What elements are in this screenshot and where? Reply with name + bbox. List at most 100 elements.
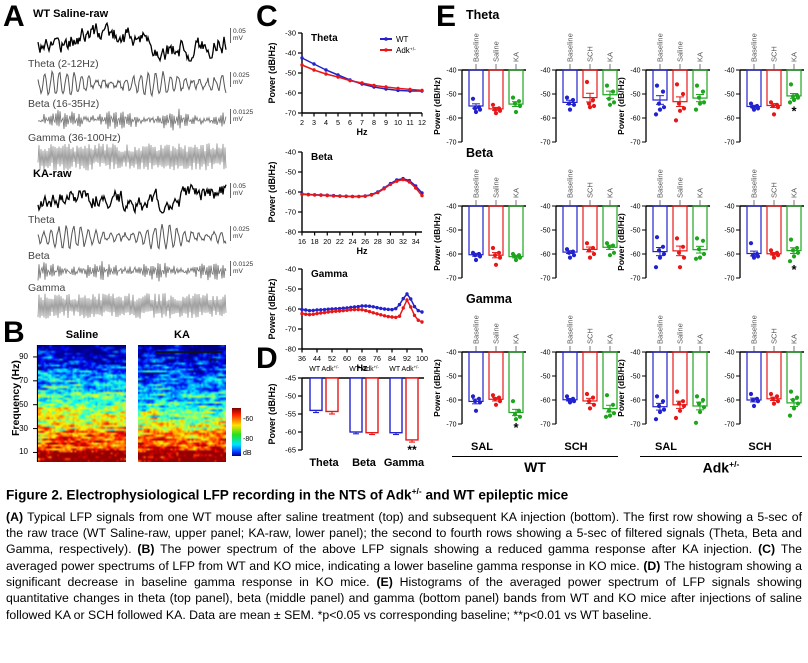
figure-2: A B C D E WT Saline-raw 0.05 mV Theta (2-12…	[3, 0, 804, 476]
spectrogram-saline	[38, 345, 126, 462]
panel-e-letter: E	[436, 0, 457, 33]
svg-text:Baseline: Baseline	[750, 315, 759, 344]
scale-bar-label: 0.025 mV	[233, 71, 250, 86]
svg-text:KA: KA	[606, 188, 615, 198]
svg-text:-50: -50	[540, 91, 550, 98]
freq-tick: 30	[19, 423, 28, 433]
svg-text:12: 12	[418, 118, 426, 127]
svg-text:-60: -60	[285, 188, 296, 197]
e-genotype-line-wt	[452, 456, 618, 457]
bar-chart-e-beta-wt-sch: -40 -50 -60 -70 Baseline SCH KA	[540, 169, 620, 282]
bar-chart-e-beta-wt-sal: -40 -50 -60 -70 Power (dB/Hz) Baseline Saline K…	[432, 169, 526, 282]
svg-text:18: 18	[311, 237, 319, 246]
lfp-trace-raw	[37, 183, 227, 215]
svg-text:-70: -70	[540, 275, 550, 282]
svg-text:-40: -40	[630, 67, 640, 74]
svg-text:6: 6	[348, 118, 352, 127]
svg-text:-70: -70	[446, 421, 456, 428]
colorbar-tick-80: -80	[243, 436, 254, 443]
svg-text:Baseline: Baseline	[472, 169, 481, 198]
scale-bar-line	[230, 183, 231, 198]
bar-chart-e-theta-wt-sch: -40 -50 -60 -70 Baseline SCH KA	[540, 33, 620, 146]
svg-text:-40: -40	[724, 349, 734, 356]
scale-bar-line	[230, 261, 231, 276]
svg-text:-40: -40	[630, 203, 640, 210]
svg-text:KA: KA	[696, 52, 705, 62]
e-genotype-label-wt: WT	[524, 459, 546, 475]
svg-text:-40: -40	[446, 67, 456, 74]
panel-a-letter: A	[3, 0, 25, 33]
svg-text:SCH: SCH	[770, 46, 779, 62]
svg-text:7: 7	[360, 118, 364, 127]
lfp-trace-beta	[37, 108, 227, 131]
svg-text:*: *	[791, 262, 797, 277]
svg-text:Power (dB/Hz): Power (dB/Hz)	[432, 77, 442, 135]
trace-label: Beta (16-35Hz)	[28, 98, 100, 110]
scale-bar-line	[230, 226, 231, 241]
svg-text:36: 36	[298, 354, 306, 363]
svg-text:44: 44	[313, 354, 321, 363]
freq-tick: 90	[19, 351, 28, 361]
svg-text:68: 68	[358, 354, 366, 363]
lfp-trace-beta	[37, 261, 227, 282]
scale-bar-label: 0.05 mV	[233, 182, 246, 197]
svg-text:KA: KA	[606, 52, 615, 62]
svg-text:-50: -50	[630, 91, 640, 98]
spec-title-ka: KA	[174, 329, 190, 341]
svg-text:16: 16	[298, 237, 306, 246]
svg-text:92: 92	[403, 354, 411, 363]
scale-bar-label: 0.0125 mV	[233, 108, 254, 123]
svg-text:Power (dB/Hz): Power (dB/Hz)	[267, 383, 277, 444]
svg-text:-55: -55	[285, 410, 296, 419]
svg-text:28: 28	[374, 237, 382, 246]
svg-text:11: 11	[406, 118, 413, 127]
svg-text:-70: -70	[724, 139, 734, 146]
svg-text:-50: -50	[540, 227, 550, 234]
svg-text:KA: KA	[790, 188, 799, 198]
svg-text:Power (dB/Hz): Power (dB/Hz)	[432, 359, 442, 417]
e-cond-label: SCH	[564, 441, 588, 453]
svg-text:-60: -60	[630, 115, 640, 122]
svg-text:KA: KA	[512, 188, 521, 198]
svg-text:Power (dB/Hz): Power (dB/Hz)	[616, 213, 626, 271]
svg-text:32: 32	[399, 237, 407, 246]
svg-text:-60: -60	[540, 397, 550, 404]
lfp-trace-theta	[37, 224, 227, 250]
svg-text:26: 26	[361, 237, 369, 246]
svg-text:-70: -70	[285, 208, 296, 217]
scale-bar: 0.05 mV	[230, 183, 246, 198]
svg-text:Baseline: Baseline	[656, 169, 665, 198]
svg-text:-50: -50	[285, 285, 296, 294]
svg-text:-40: -40	[724, 67, 734, 74]
svg-text:-70: -70	[540, 421, 550, 428]
svg-text:9: 9	[384, 118, 388, 127]
svg-text:Power (dB/Hz): Power (dB/Hz)	[616, 77, 626, 135]
svg-text:Hz: Hz	[357, 246, 368, 256]
svg-text:Baseline: Baseline	[566, 315, 575, 344]
svg-text:-40: -40	[285, 49, 296, 58]
bar-chart-e-gamma-wt-sch: -40 -50 -60 -70 Baseline SCH KA	[540, 315, 620, 428]
svg-text:KA: KA	[696, 188, 705, 198]
svg-text:4: 4	[324, 118, 328, 127]
svg-text:-80: -80	[285, 228, 296, 237]
spec-colorbar	[232, 408, 241, 456]
panel-d-letter: D	[256, 342, 278, 375]
svg-text:WT Adk+/-: WT Adk+/-	[389, 365, 419, 374]
svg-text:KA: KA	[790, 52, 799, 62]
svg-text:3: 3	[312, 118, 316, 127]
svg-text:-40: -40	[285, 265, 296, 274]
svg-text:KA: KA	[512, 52, 521, 62]
svg-text:5: 5	[336, 118, 340, 127]
bar-chart-e-gamma-adk-sch: -40 -50 -60 -70 Baseline SCH KA	[724, 315, 804, 428]
scale-bar-label: 0.0125 mV	[233, 260, 254, 275]
svg-text:Hz: Hz	[357, 127, 368, 137]
caption-panel-ref: (D)	[643, 558, 661, 573]
trace-label: Gamma (36-100Hz)	[28, 132, 121, 144]
svg-text:76: 76	[373, 354, 381, 363]
svg-text:-60: -60	[724, 251, 734, 258]
svg-text:-40: -40	[724, 203, 734, 210]
svg-text:WT Adk+/-: WT Adk+/-	[349, 365, 379, 374]
e-genotype-label-adk: Adk+/-	[702, 459, 740, 476]
svg-text:Baseline: Baseline	[566, 169, 575, 198]
